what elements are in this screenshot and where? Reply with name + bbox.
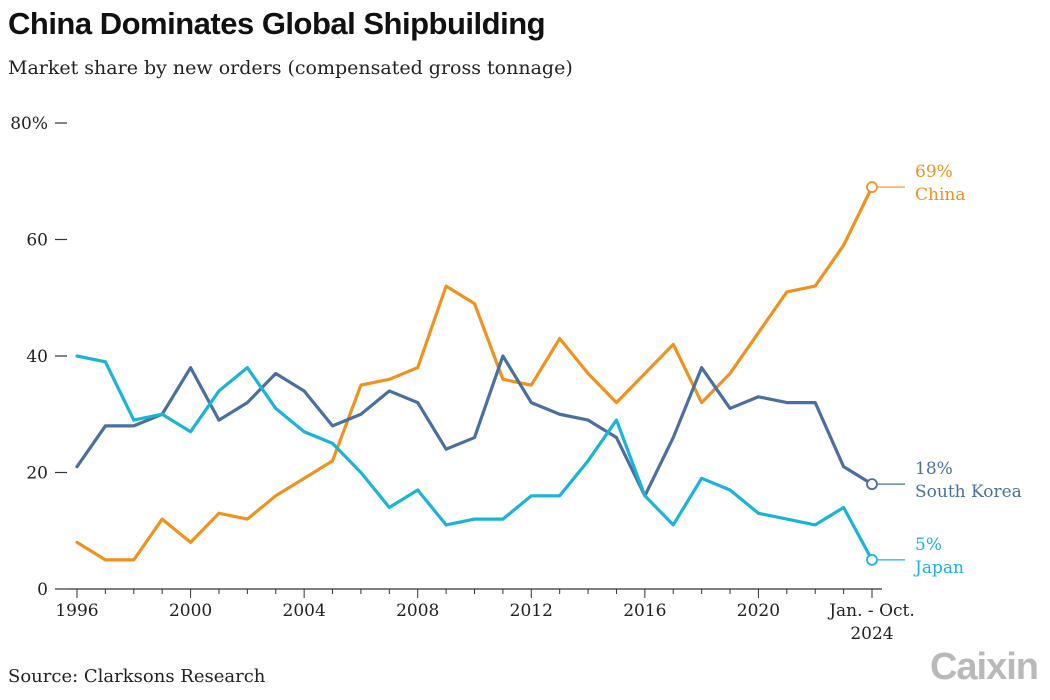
x-tick-label: 2004 — [283, 601, 326, 621]
y-tick-label: 40 — [26, 347, 48, 367]
chart-title: China Dominates Global Shipbuilding — [8, 6, 546, 41]
end-value-label: 69% — [915, 162, 953, 182]
y-tick-label: 20 — [26, 464, 48, 484]
series-name-label: China — [915, 185, 965, 205]
caixin-logo: Caixin — [929, 646, 1039, 688]
x-tick-label: 2008 — [396, 601, 439, 621]
series-line-china — [75, 185, 874, 562]
y-tick-label: 0 — [37, 580, 48, 600]
end-point-marker — [866, 553, 878, 566]
x-tick-label: Jan. - Oct. — [827, 601, 915, 621]
x-tick-sublabel: 2024 — [850, 624, 893, 644]
chart-subtitle: Market share by new orders (compensated … — [8, 57, 573, 79]
x-tick-label: 2000 — [169, 601, 212, 621]
end-point-marker — [866, 478, 878, 491]
series-name-label: South Korea — [915, 482, 1022, 502]
end-value-label: 18% — [915, 459, 953, 479]
y-tick-label: 60 — [26, 231, 48, 251]
series-line-japan — [75, 354, 874, 562]
x-tick-label: 2020 — [737, 601, 780, 621]
end-value-label: 5% — [915, 535, 942, 555]
series-name-label: Japan — [913, 558, 964, 578]
x-tick-label: 2012 — [510, 601, 553, 621]
end-point-marker — [866, 181, 878, 193]
x-tick-label: 2016 — [623, 601, 666, 621]
source-note: Source: Clarksons Research — [8, 666, 266, 687]
x-tick-label: 1996 — [55, 601, 98, 621]
y-tick-label: 80% — [10, 114, 48, 134]
